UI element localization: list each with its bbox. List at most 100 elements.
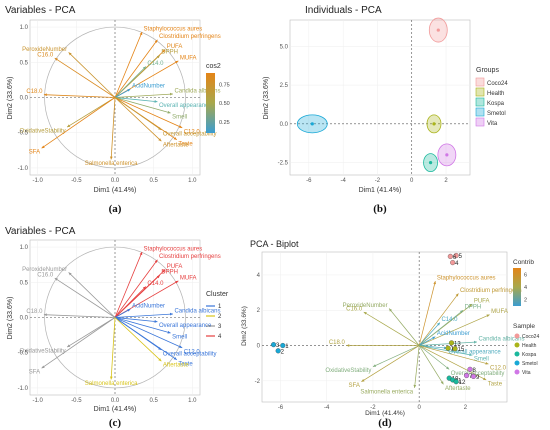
variable-label: Salmonella enterica <box>360 389 413 395</box>
variable-arrowhead <box>440 381 444 385</box>
sample-label: 12 <box>459 380 466 386</box>
panel-a-y-ticks: 1.0 0.5 0.0 -0.5 -1.0 <box>18 25 29 172</box>
variable-arrow <box>68 272 116 318</box>
variable-arrow <box>418 309 464 346</box>
panel-a-legend-tick: 0.25 <box>219 120 230 126</box>
legend-swatch <box>475 107 485 117</box>
panel-b-ylabel: Dim2 (33.6%) <box>263 77 270 120</box>
panel-b-ytick: 2.5 <box>280 83 289 89</box>
sample-point <box>445 345 451 351</box>
legend-swatch <box>514 342 520 348</box>
panel-a-title: Variables - PCA <box>5 5 76 16</box>
panel-b-ytick: -2.5 <box>278 161 289 167</box>
variable-arrow <box>41 317 116 369</box>
variable-label: Overall acceptability <box>163 351 217 357</box>
variable-arrow <box>114 251 143 318</box>
panel-d-ytick: 2 <box>257 308 261 314</box>
group-point <box>432 122 436 126</box>
variable-arrow <box>419 345 489 365</box>
variable-arrowhead <box>162 269 166 273</box>
variable-arrowhead <box>67 344 71 348</box>
variable-arrowhead <box>169 312 173 316</box>
variable-arrow <box>114 66 147 98</box>
legend-swatch <box>514 351 520 357</box>
panel-b-title: Individuals - PCA <box>305 5 382 16</box>
variable-label: PUFA <box>474 299 490 305</box>
variable-arrowhead <box>473 340 477 344</box>
panel-d-xtick: -2 <box>370 405 376 411</box>
panel-a-ytick: 1.0 <box>20 25 29 31</box>
panel-a-correlation-circle <box>44 26 186 169</box>
panel-c-xtick: 0.5 <box>149 398 158 404</box>
panel-a-xtick: 0.0 <box>111 178 120 184</box>
panel-d-xtick: -6 <box>278 405 284 411</box>
variable-arrowhead <box>486 314 490 318</box>
panel-b-group-ellipses <box>296 17 457 173</box>
panel-d-sample-legend: Coco24 Health Kospa Smetol Vita <box>514 333 539 376</box>
variable-arrowhead <box>43 93 47 97</box>
variable-arrow <box>114 317 183 349</box>
variable-label: PeroxideNumber <box>343 303 388 309</box>
legend-entry: Smetol <box>487 111 506 117</box>
panel-a-ytick: -1.0 <box>18 166 29 172</box>
legend-swatch <box>514 360 520 366</box>
panel-a-xtick: -0.5 <box>71 178 82 184</box>
variable-arrowhead <box>158 347 162 350</box>
variable-arrow <box>419 341 477 346</box>
variable-label: OxidativeStability <box>20 129 66 135</box>
variable-arrow <box>110 97 116 160</box>
variable-arrowhead <box>154 39 158 43</box>
panel-b-legend: Coco24 Health Kospa Smetol Vita <box>475 77 508 127</box>
variable-arrow <box>66 97 116 128</box>
variable-label: MUFA <box>491 309 508 315</box>
variable-arrowhead <box>443 346 447 350</box>
variable-arrow <box>414 345 420 388</box>
panel-b-xtick: -4 <box>340 178 346 184</box>
sample-point <box>280 342 286 349</box>
variable-arrow <box>114 97 171 114</box>
variable-arrowhead <box>482 377 487 380</box>
legend-entry: Coco24 <box>522 334 539 340</box>
variable-arrow <box>419 314 490 346</box>
panel-d-caption: (d) <box>378 417 392 429</box>
variable-arrow <box>361 345 420 383</box>
variable-label: Candida albicans <box>174 308 220 314</box>
variable-arrow <box>114 286 147 318</box>
variable-arrow <box>114 97 162 142</box>
sample-point <box>448 340 455 346</box>
panel-a-legend-title: cos2 <box>206 63 221 70</box>
panel-d-contrib-title: Contrib <box>513 259 534 266</box>
panel-c-x-ticks: -1.0 -0.5 0.0 0.5 1.0 <box>33 398 198 404</box>
variable-arrowhead <box>372 364 377 367</box>
legend-entry: Kospa <box>522 352 536 358</box>
panel-c-ytick: -0.5 <box>18 351 29 357</box>
variable-arrowhead <box>68 52 72 56</box>
variable-arrowhead <box>485 361 489 365</box>
variable-arrow <box>388 308 420 346</box>
panel-c-legend: 1 2 3 4 <box>206 304 222 340</box>
legend-entry: Smetol <box>522 361 538 367</box>
panel-a-legend-tick: 0.50 <box>219 101 230 107</box>
variable-arrow <box>419 345 447 349</box>
panel-b-legend-title: Groups <box>476 67 499 74</box>
group-point <box>436 28 440 32</box>
panel-d-contrib-tick: 2 <box>524 298 527 304</box>
panel-d-xlabel: Dim1 (41.4%) <box>365 410 405 417</box>
variable-label: MUFA <box>180 275 197 281</box>
legend-swatch <box>514 333 520 339</box>
variable-arrowhead <box>175 280 179 284</box>
panel-c-variables-cluster: Variables - PCA Staphylococcus aures Clos… <box>5 226 229 429</box>
variable-arrowhead <box>346 344 350 347</box>
legend-entry: 4 <box>218 334 222 340</box>
panel-d-xtick: 0 <box>417 405 421 411</box>
panel-d-ytick: 4 <box>257 273 261 279</box>
panel-c-xtick: -1.0 <box>33 398 44 404</box>
panel-c-title: Variables - PCA <box>5 226 76 237</box>
panel-a-variables-cos2: Variables - PCA Staphylococcus aures Clos… <box>5 5 230 215</box>
variable-arrow <box>114 317 162 362</box>
panel-b-xtick: -6 <box>306 178 312 184</box>
variable-arrowhead <box>179 345 183 348</box>
variable-arrow <box>363 311 420 346</box>
legend-entry: Vita <box>522 370 531 376</box>
variable-label: Overall acceptability <box>451 371 505 377</box>
